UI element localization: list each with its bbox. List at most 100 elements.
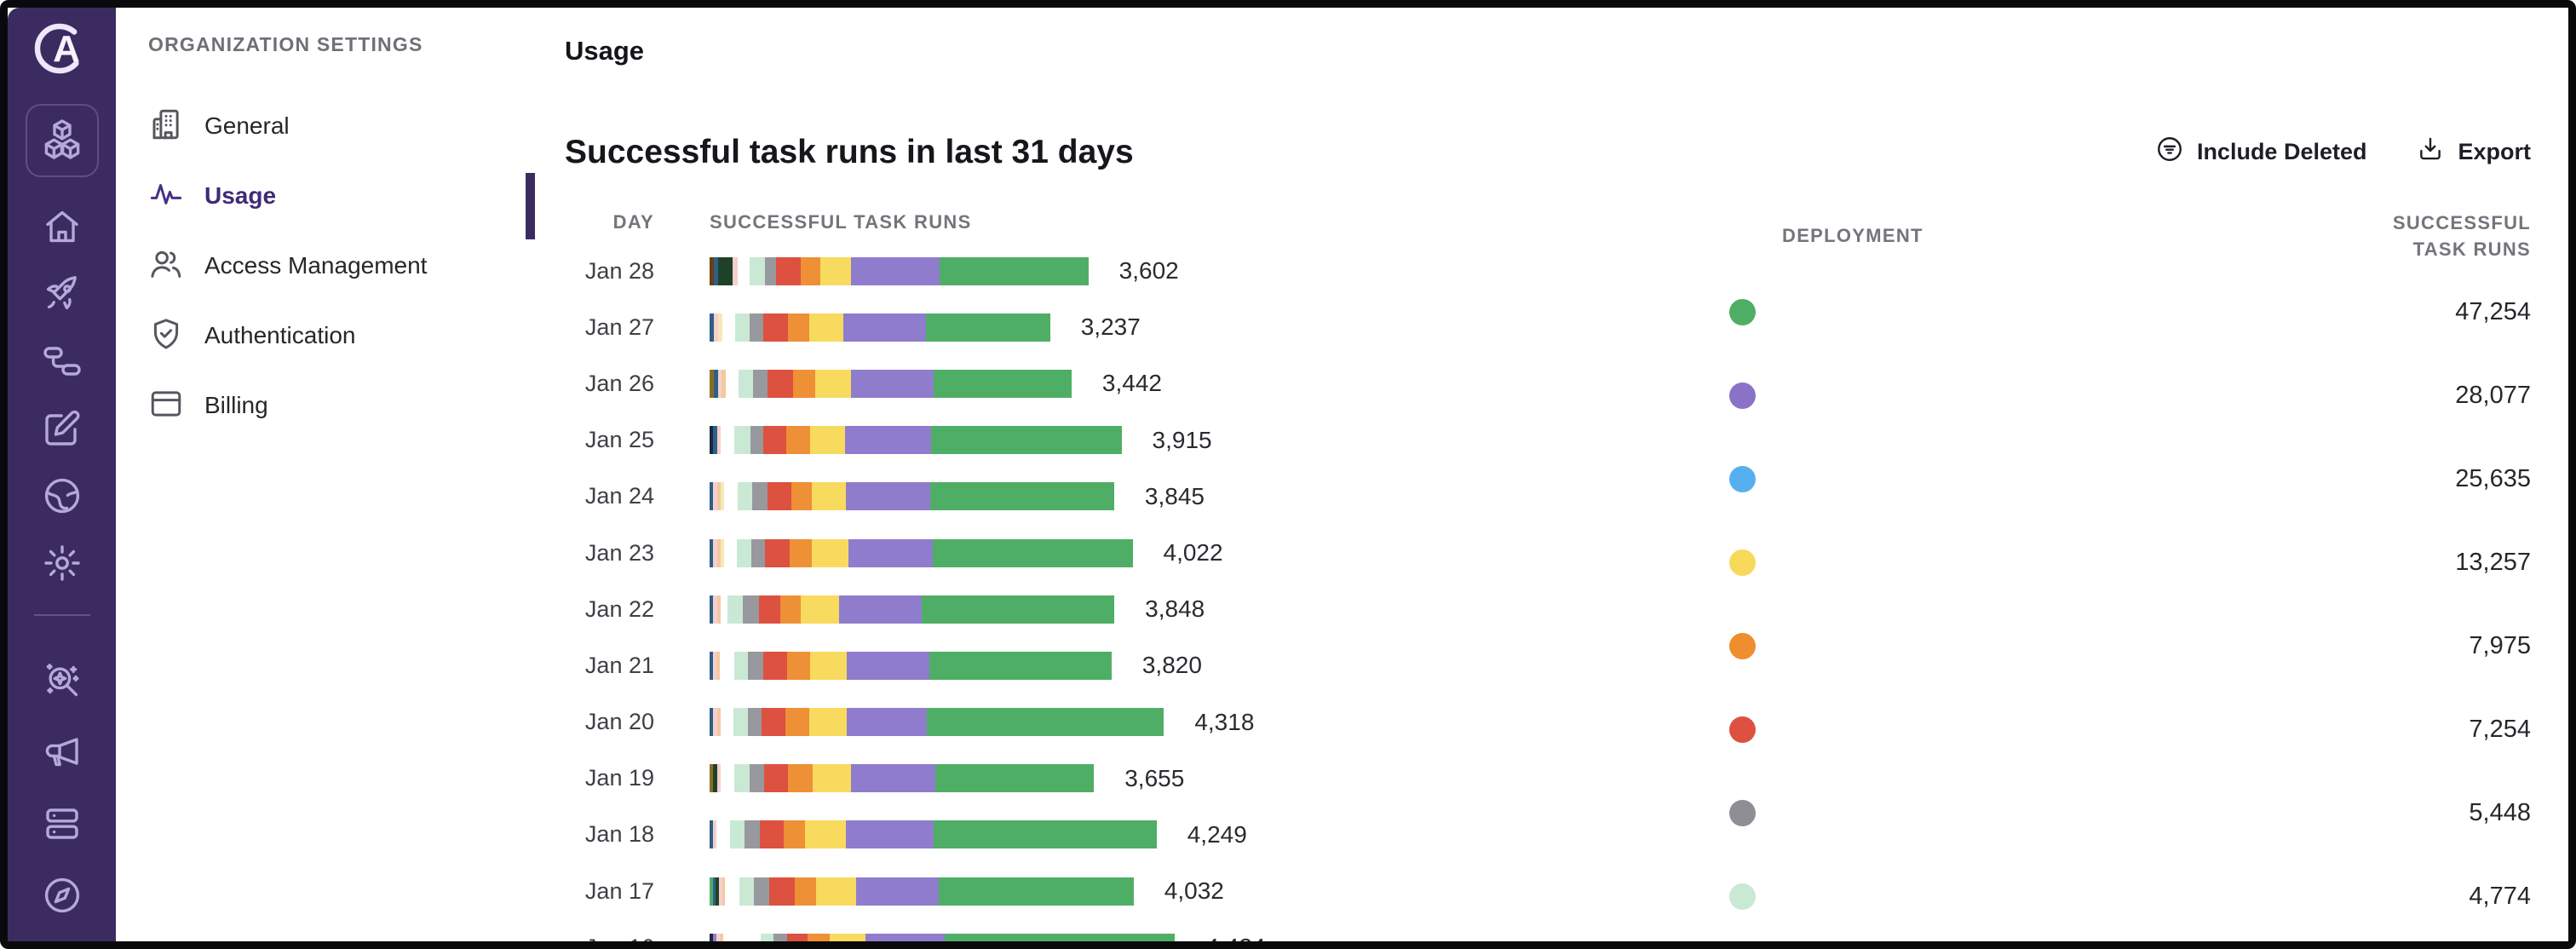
deployment-row[interactable]: 7,975 — [1661, 604, 2531, 687]
sidebar-item-general[interactable]: General — [148, 91, 535, 161]
bar-segment-mint — [734, 651, 749, 680]
bar-segment-green — [929, 651, 1112, 680]
deployment-run-count: 28,077 — [2455, 381, 2531, 409]
task-run-row: Jan 28 3,602 — [565, 243, 1661, 299]
bar-segment-orange — [789, 538, 812, 567]
bar-segment-orange — [794, 877, 816, 906]
bar-segment-pink — [713, 313, 719, 342]
deployments-table: DEPLOYMENT SUCCESSFUL TASK RUNS 47,254 28… — [1661, 209, 2531, 941]
rail-button-globe[interactable] — [42, 475, 83, 516]
task-runs-chart: DAY SUCCESSFUL TASK RUNS Jan 28 3,602 Jan … — [565, 209, 1661, 949]
bar-segment-pink — [732, 256, 738, 285]
bar-segment-steelblue — [713, 256, 718, 285]
sidebar-item-authentication[interactable]: Authentication — [148, 301, 535, 371]
run-count: 4,318 — [1194, 708, 1255, 735]
deployment-dot-yellow — [1729, 549, 1756, 576]
bar-segment-purple — [846, 820, 934, 849]
bar-segment-green — [926, 708, 1164, 737]
filter-circle-icon — [2155, 135, 2184, 170]
rail-button-compose[interactable] — [42, 408, 83, 449]
bar-segment-white — [721, 708, 733, 736]
export-button[interactable]: Export — [2416, 135, 2531, 170]
bar-segment-pink — [719, 877, 722, 906]
bar-segment-orange — [785, 426, 811, 455]
task-run-row: Jan 17 4,032 — [565, 863, 1661, 919]
task-run-row: Jan 27 3,237 — [565, 299, 1661, 355]
bar-segment-pink — [713, 651, 716, 680]
bar-segment-peach — [722, 877, 726, 906]
deployment-dot-green — [1729, 298, 1756, 325]
task-run-row: Jan 18 4,249 — [565, 807, 1661, 863]
deployment-rows: 47,254 28,077 25,635 13,257 7,975 7,254 5,448 4… — [1661, 270, 2531, 938]
deployment-row[interactable]: 25,635 — [1661, 437, 2531, 521]
deployment-row[interactable]: 4,774 — [1661, 854, 2531, 938]
chart-rows: Jan 28 3,602 Jan 27 3,237 Jan 26 3,442 Jan 25 3… — [565, 243, 1661, 949]
bar-segment-yellow — [815, 877, 856, 906]
deployment-row[interactable]: 28,077 — [1661, 354, 2531, 437]
bar-segment-pink — [716, 933, 721, 941]
bar-segment-peach — [722, 369, 726, 398]
rail-button-workflow[interactable] — [42, 341, 83, 382]
run-count: 3,845 — [1144, 482, 1205, 509]
stacked-bar — [710, 877, 1134, 906]
rail-button-rocket[interactable] — [42, 273, 83, 314]
bar-segment-red — [775, 256, 801, 285]
bar-segment-mint — [735, 313, 750, 342]
deployment-dot-mint — [1729, 883, 1756, 910]
sidebar-item-usage[interactable]: Usage — [148, 161, 535, 231]
bar-segment-red — [769, 877, 795, 906]
servers-icon — [42, 808, 83, 848]
include-deleted-button[interactable]: Include Deleted — [2155, 135, 2366, 170]
run-count: 4,424 — [1205, 934, 1266, 949]
deployment-row[interactable]: 7,254 — [1661, 687, 2531, 771]
deployment-row[interactable]: 13,257 — [1661, 521, 2531, 604]
rail-button-compass[interactable] — [42, 875, 83, 916]
rail-button-megaphone[interactable] — [42, 732, 83, 773]
bar-segment-purple — [865, 933, 946, 941]
task-run-row: Jan 16 4,424 — [565, 919, 1661, 949]
rail-button-servers[interactable] — [42, 803, 83, 844]
bar-segment-gray — [773, 933, 788, 941]
sidebar-item-billing[interactable]: Billing — [148, 371, 535, 440]
bar-segment-green — [710, 877, 713, 906]
bar-segment-darkgreen — [713, 764, 717, 793]
bar-segment-pink — [716, 426, 722, 455]
deployment-run-count: 13,257 — [2455, 548, 2531, 576]
sidebar-item-label: Billing — [204, 392, 268, 418]
bar-segment-peach — [716, 538, 721, 567]
runs-column-header: SUCCESSFUL TASK RUNS — [710, 211, 972, 233]
bar-segment-gray — [747, 708, 762, 737]
deployment-row[interactable]: 47,254 — [1661, 270, 2531, 354]
bar-segment-white — [721, 595, 728, 624]
day-label: Jan 16 — [584, 934, 654, 949]
sidebar-item-label: Authentication — [204, 322, 356, 348]
day-label: Jan 22 — [584, 595, 654, 622]
rail-button-active-module[interactable] — [25, 104, 99, 177]
activity-icon — [148, 176, 184, 216]
deployment-row[interactable]: 5,448 — [1661, 771, 2531, 854]
bar-segment-green — [925, 313, 1050, 342]
bar-segment-mint — [727, 595, 743, 624]
download-icon — [2416, 135, 2445, 170]
bar-segment-orange — [788, 764, 813, 793]
sidebar-item-access-management[interactable]: Access Management — [148, 231, 535, 301]
bar-segment-gray — [742, 595, 760, 624]
bar-segment-yellow — [808, 708, 848, 737]
day-label: Jan 26 — [584, 370, 654, 396]
bar-segment-peach — [716, 595, 721, 624]
bar-segment-white — [716, 820, 730, 848]
rail-button-home[interactable] — [42, 206, 83, 247]
bar-segment-orange — [807, 933, 830, 941]
bar-segment-purple — [851, 764, 936, 793]
rail-button-sparkle-search[interactable] — [42, 660, 83, 701]
shield-check-icon — [148, 316, 184, 356]
bar-segment-pink — [716, 764, 722, 793]
bar-segment-gray — [748, 651, 763, 680]
bar-segment-peach — [720, 933, 723, 941]
rail-button-gear[interactable] — [42, 543, 83, 584]
compose-icon — [42, 410, 83, 452]
deployment-dot-gray — [1729, 799, 1756, 826]
bar-segment-orange — [785, 708, 809, 737]
brand-logo[interactable]: A — [32, 18, 93, 83]
bar-segment-navy — [710, 426, 714, 455]
